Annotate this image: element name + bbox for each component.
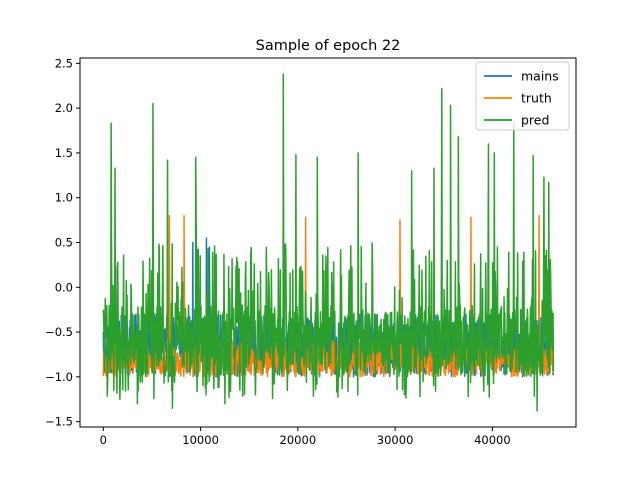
x-tick-label: 40000	[474, 433, 511, 447]
chart-title: Sample of epoch 22	[256, 38, 401, 54]
axes-layer: 0 10000 20000 30000 40000 −1.5 −1.0 −0.5 0.0 0.5 1…	[45, 56, 577, 447]
y-tick-label: 1.0	[55, 191, 73, 205]
x-tick-label: 30000	[377, 433, 414, 447]
y-tick-label: −1.5	[45, 415, 73, 429]
legend-label-truth: truth	[521, 91, 552, 106]
legend-label-mains: mains	[521, 69, 559, 84]
y-tick-label: −0.5	[45, 325, 73, 339]
x-tick-label: 0	[100, 433, 107, 447]
series-layer	[102, 73, 555, 412]
legend-box	[475, 61, 570, 131]
legend-label-pred: pred	[521, 113, 549, 128]
legend: mains truth pred	[475, 61, 570, 131]
series-line-pred	[102, 73, 555, 412]
y-tick-label: −1.0	[45, 370, 73, 384]
y-tick-label: 1.5	[55, 146, 73, 160]
x-tick-label: 20000	[280, 433, 317, 447]
x-tick-label: 10000	[182, 433, 219, 447]
y-tick-label: 2.5	[55, 56, 73, 70]
y-tick-label: 0.0	[55, 280, 73, 294]
y-tick-label: 0.5	[55, 236, 73, 250]
y-tick-label: 2.0	[55, 101, 73, 115]
